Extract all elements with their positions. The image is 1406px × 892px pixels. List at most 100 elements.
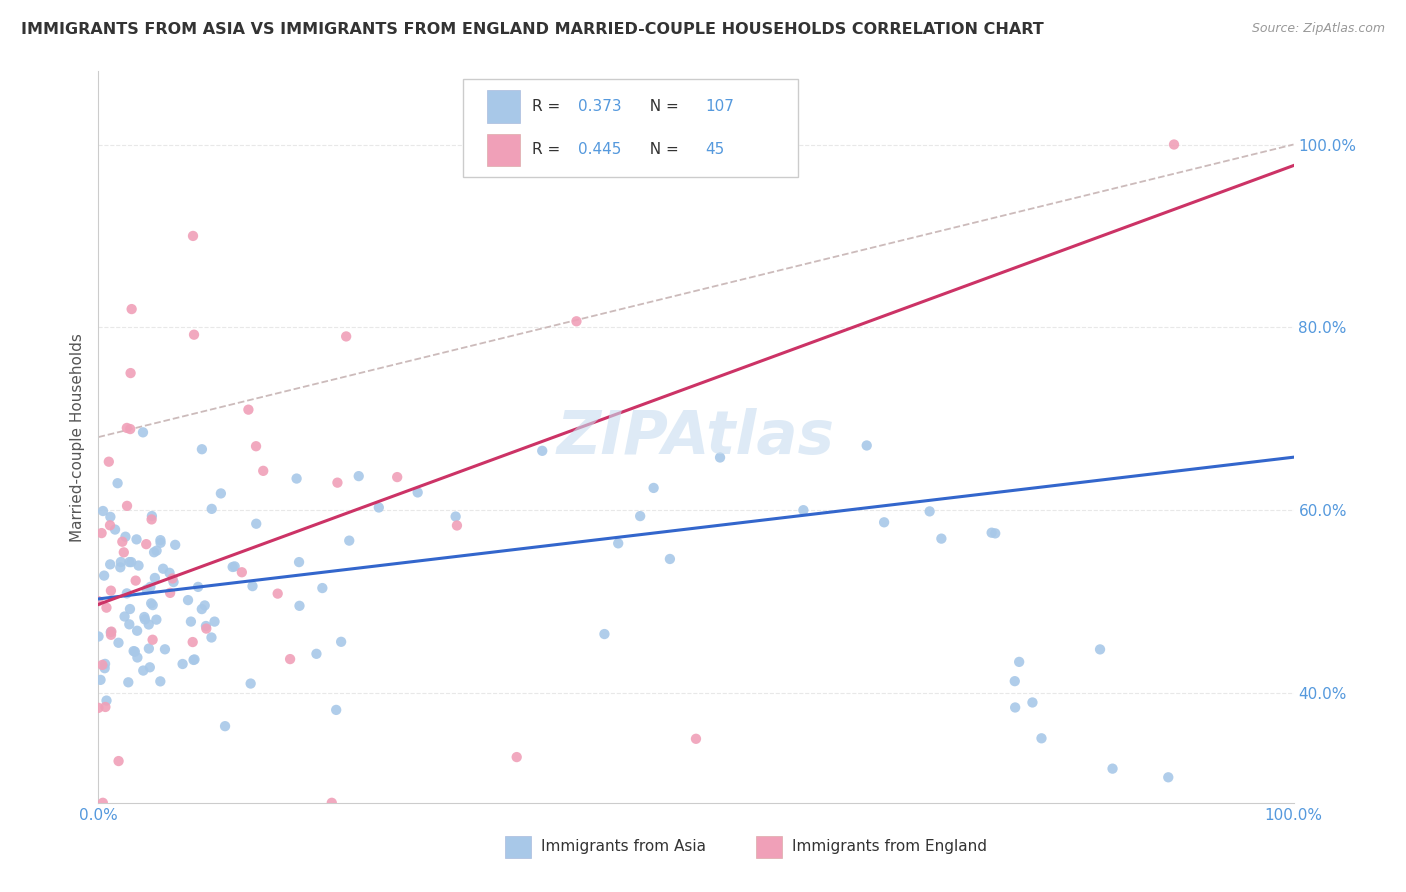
Point: [139, 660, 162, 674]
Point: [238, 402, 260, 417]
Point: [1088, 642, 1111, 657]
Point: [565, 314, 588, 328]
Point: [93, 661, 115, 675]
Point: [104, 523, 127, 537]
Point: [135, 537, 157, 551]
Point: [385, 470, 409, 484]
Text: N =: N =: [640, 99, 683, 113]
Text: ZIPAtlas: ZIPAtlas: [557, 408, 835, 467]
Text: 0.445: 0.445: [578, 143, 621, 158]
Point: [643, 481, 665, 495]
Point: [135, 582, 157, 597]
Point: [141, 596, 163, 610]
Point: [115, 499, 138, 513]
Point: [321, 796, 343, 810]
Point: [658, 552, 681, 566]
Point: [97, 455, 120, 469]
Point: [141, 509, 163, 524]
Point: [1163, 137, 1185, 152]
Point: [194, 619, 217, 633]
Point: [1008, 655, 1031, 669]
Point: [120, 555, 142, 569]
Point: [984, 526, 1007, 541]
Point: [145, 543, 167, 558]
Point: [141, 512, 163, 526]
Point: [855, 438, 877, 452]
Point: [506, 750, 529, 764]
Point: [285, 471, 308, 485]
Point: [172, 657, 194, 671]
Point: [100, 628, 122, 642]
Point: [195, 622, 218, 636]
Point: [100, 625, 122, 640]
Point: [124, 645, 146, 659]
Point: [134, 612, 156, 626]
Point: [142, 632, 165, 647]
Point: [134, 610, 156, 624]
Point: [120, 366, 142, 380]
Point: [628, 509, 651, 524]
Point: [245, 439, 267, 453]
Point: [177, 593, 200, 607]
Point: [685, 731, 707, 746]
Point: [873, 516, 896, 530]
Text: R =: R =: [533, 99, 565, 113]
Point: [149, 674, 172, 689]
Point: [201, 501, 224, 516]
Text: Immigrants from England: Immigrants from England: [792, 839, 987, 855]
Point: [152, 562, 174, 576]
Point: [138, 617, 160, 632]
Point: [326, 475, 349, 490]
Point: [200, 631, 222, 645]
Point: [96, 600, 118, 615]
Point: [100, 624, 122, 639]
Point: [111, 534, 134, 549]
Point: [96, 693, 118, 707]
Point: [107, 636, 129, 650]
Point: [1004, 700, 1026, 714]
Point: [145, 613, 167, 627]
Bar: [505, 836, 531, 858]
Point: [183, 652, 205, 666]
Point: [1004, 674, 1026, 689]
Point: [593, 627, 616, 641]
Point: [94, 657, 117, 671]
Point: [115, 421, 138, 435]
Point: [125, 574, 148, 588]
Point: [245, 516, 267, 531]
Bar: [756, 836, 782, 858]
Point: [1021, 696, 1043, 710]
Point: [918, 504, 941, 518]
Y-axis label: Married-couple Households: Married-couple Households: [69, 333, 84, 541]
Point: [183, 327, 205, 342]
Text: IMMIGRANTS FROM ASIA VS IMMIGRANTS FROM ENGLAND MARRIED-COUPLE HOUSEHOLDS CORREL: IMMIGRANTS FROM ASIA VS IMMIGRANTS FROM …: [21, 22, 1043, 37]
Point: [330, 635, 353, 649]
Point: [1157, 770, 1180, 784]
Point: [367, 500, 389, 515]
Point: [183, 653, 205, 667]
Point: [153, 642, 176, 657]
Bar: [486, 134, 520, 167]
Point: [132, 425, 155, 440]
Point: [91, 504, 114, 518]
Point: [1101, 762, 1123, 776]
Point: [149, 533, 172, 548]
Text: Immigrants from Asia: Immigrants from Asia: [541, 839, 706, 855]
Point: [204, 615, 226, 629]
Point: [115, 586, 138, 600]
Point: [127, 650, 149, 665]
Point: [107, 476, 129, 491]
Point: [305, 647, 328, 661]
Point: [531, 443, 554, 458]
Point: [980, 525, 1002, 540]
Point: [165, 538, 187, 552]
Point: [125, 533, 148, 547]
Point: [446, 518, 468, 533]
Text: 45: 45: [706, 143, 724, 158]
Point: [112, 545, 135, 559]
Point: [242, 579, 264, 593]
Point: [100, 509, 122, 524]
Point: [91, 657, 114, 672]
Point: [121, 301, 143, 317]
Point: [159, 586, 181, 600]
